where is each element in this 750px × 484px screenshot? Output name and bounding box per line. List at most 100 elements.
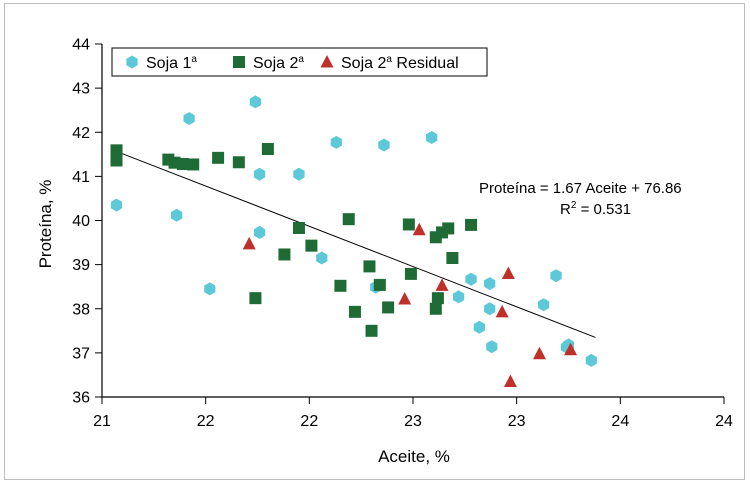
square-point	[431, 292, 444, 305]
square-point	[305, 239, 318, 252]
square-point	[334, 279, 347, 292]
hexagon-point	[316, 251, 328, 265]
square-point	[402, 218, 415, 231]
hexagon-point	[249, 95, 262, 109]
x-tick-label: 22	[197, 413, 215, 430]
y-tick-label: 41	[72, 169, 90, 186]
square-point	[261, 143, 274, 156]
legend-label: Soja 2a	[253, 54, 304, 72]
square-point	[404, 267, 417, 280]
hexagon-point	[486, 340, 498, 354]
trendline	[112, 149, 596, 338]
trendline-group	[112, 149, 596, 338]
square-point	[442, 222, 455, 235]
axes: 36 37 38 39 40 41 42 43 44 21 22 22 23 23 24 24	[72, 37, 733, 431]
hexagon-point	[473, 320, 485, 334]
hexagon-point	[465, 272, 477, 286]
square-point	[278, 248, 291, 261]
legend-suffix: Residual	[392, 55, 459, 72]
legend-label: Soja 1a	[146, 54, 197, 72]
hexagon-point	[538, 298, 550, 312]
square-point	[446, 252, 459, 265]
triangle-point	[495, 304, 509, 318]
y-tick-label: 44	[72, 37, 90, 54]
hexagon-point	[330, 135, 342, 149]
triangle-point	[398, 292, 412, 305]
hexagon-point	[171, 208, 183, 222]
hexagon-point	[550, 269, 562, 283]
square-point	[342, 213, 355, 226]
series-2	[110, 143, 478, 337]
legend-marker	[320, 55, 334, 68]
legend-item-2: Soja 2a	[233, 54, 304, 72]
square-point	[110, 154, 123, 167]
legend-name: Soja 1	[146, 55, 191, 72]
legend-marker	[126, 55, 138, 69]
legend-marker	[233, 56, 245, 68]
hexagon-point	[426, 131, 438, 144]
square-point	[292, 222, 305, 235]
hexagon-point	[183, 112, 195, 126]
square-point	[249, 292, 262, 305]
x-tick-label: 23	[508, 413, 526, 430]
hexagon-point	[453, 290, 465, 304]
hexagon-point	[293, 167, 305, 181]
regression-equation: Proteína = 1.67 Aceite + 76.86	[479, 180, 682, 197]
square-point	[365, 324, 378, 337]
square-point	[348, 305, 361, 318]
hexagon-point	[110, 198, 123, 212]
legend-superscript: a	[191, 54, 197, 65]
r-squared-superscript: 2	[571, 200, 577, 211]
scatter-chart: 36 37 38 39 40 41 42 43 44 21 22 22 23 23 24 24 Aceite,…	[36, 37, 733, 467]
legend-label: Soja 2a Residual	[341, 54, 459, 72]
x-tick-label: 22	[300, 413, 318, 430]
square-point	[110, 144, 123, 157]
legend-superscript: a	[298, 54, 304, 65]
chart-frame: 36 37 38 39 40 41 42 43 44 21 22 22 23 23 24 24 Aceite,…	[4, 3, 745, 480]
legend-superscript: a	[386, 54, 392, 65]
hexagon-point	[204, 282, 216, 296]
series-1	[110, 95, 597, 367]
y-axis-label: Proteína, %	[36, 180, 55, 269]
square-point	[212, 151, 225, 164]
y-tick-label: 43	[72, 81, 90, 98]
legend-item-3: Soja 2a Residual	[320, 54, 459, 72]
square-point	[429, 302, 442, 315]
data-points	[110, 95, 597, 388]
legend-name: Soja 2	[253, 55, 298, 72]
square-point	[382, 301, 395, 314]
x-tick-label: 24	[611, 413, 629, 430]
hexagon-point	[484, 277, 496, 291]
hexagon-point	[253, 225, 266, 239]
square-point	[363, 260, 376, 273]
r-squared-value: = 0.531	[576, 201, 631, 218]
x-tick-label: 23	[404, 413, 422, 430]
square-point	[465, 218, 478, 231]
hexagon-point	[585, 353, 597, 367]
triangle-point	[412, 222, 426, 236]
triangle-point	[503, 374, 517, 388]
triangle-point	[242, 236, 256, 250]
square-point	[373, 278, 386, 291]
y-tick-label: 36	[72, 390, 90, 407]
triangle-point	[564, 342, 578, 356]
y-tick-label: 39	[72, 257, 90, 274]
square-point	[232, 156, 245, 169]
hexagon-point	[378, 138, 390, 152]
r-squared-label: R2 = 0.531	[560, 200, 631, 218]
y-tick-label: 38	[72, 301, 90, 318]
triangle-point	[435, 278, 449, 291]
legend-name: Soja 2	[341, 55, 386, 72]
hexagon-point	[484, 302, 496, 316]
legend: Soja 1a Soja 2a Soja 2a Residual	[111, 47, 488, 77]
hexagon-point	[253, 167, 266, 181]
triangle-point	[501, 266, 515, 279]
triangle-point	[532, 346, 546, 360]
y-tick-label: 37	[72, 345, 90, 362]
y-tick-label: 42	[72, 125, 90, 142]
square-point	[187, 158, 200, 171]
x-tick-label: 21	[93, 413, 111, 430]
legend-item-1: Soja 1a	[126, 54, 197, 72]
x-tick-label: 24	[715, 413, 733, 430]
square-point	[176, 158, 189, 171]
